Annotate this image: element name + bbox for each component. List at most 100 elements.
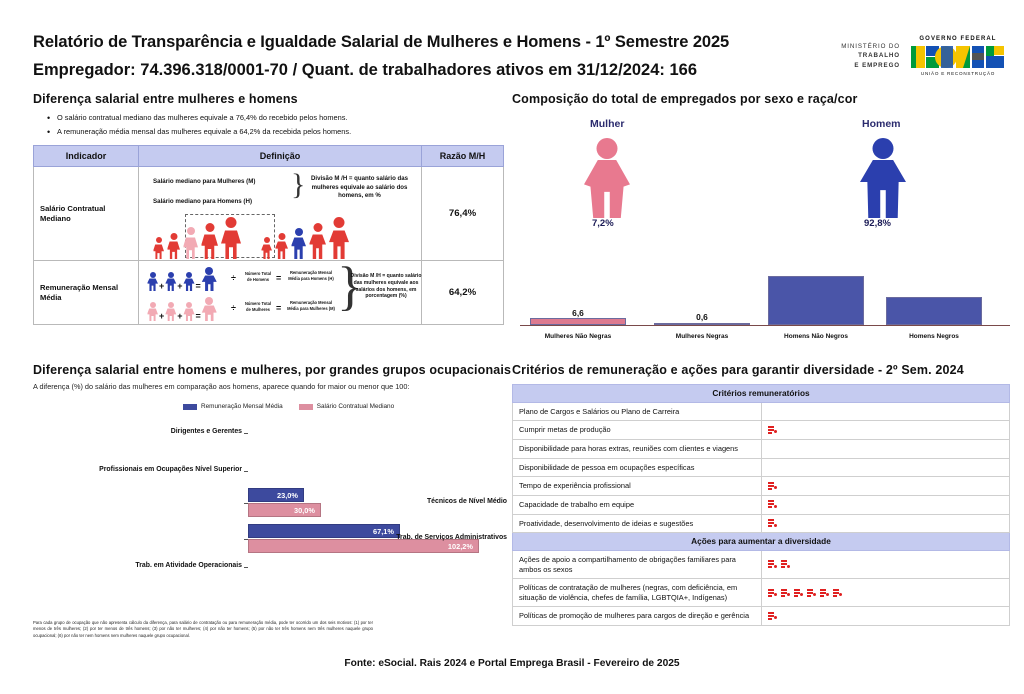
criteria-label: Proatividade, desenvolvimento de ideias … — [512, 513, 762, 534]
bar-homens-negros — [886, 297, 982, 325]
red-check-icon — [780, 588, 791, 598]
indicator-label: Remuneração Mensal Média — [40, 283, 119, 302]
composition-section: Composição do total de empregados por se… — [512, 92, 1012, 272]
ratio-value: 76,4% — [448, 208, 477, 220]
indicator-name-cell: Salário Contratual Mediano — [33, 166, 139, 262]
equals-sign: = — [195, 281, 201, 292]
table-row: Ações de apoio a compartilhamento de obr… — [512, 549, 1010, 580]
table-row: Proatividade, desenvolvimento de ideias … — [512, 513, 1010, 534]
woman-figure-highlight-icon — [183, 227, 198, 260]
axis-tick — [244, 433, 248, 434]
bar-category-label: Mulheres Não Negras — [544, 333, 612, 340]
brasil-logo-bottom: UNIÃO E RECONSTRUÇÃO — [920, 71, 996, 76]
column-header-definition: Definição — [138, 145, 422, 168]
salary-gap-bullets: O salário contratual mediano das mulhere… — [47, 112, 503, 138]
table-row: Disponibilidade para horas extras, reuni… — [512, 439, 1010, 459]
bar-category-label: Homens Não Negros — [784, 333, 848, 340]
chart-legend: Remuneração Mensal Média Salário Contrat… — [183, 403, 513, 410]
brasil-logo-wordmark — [910, 44, 1006, 70]
column-header-ratio: Razão M/H — [421, 145, 504, 168]
table-header-row: Indicador Definição Razão M/H — [33, 145, 504, 168]
ratio-cell: 76,4% — [421, 166, 504, 262]
bar-category-label: Técnicos de Nível Médio — [426, 498, 507, 505]
criteria-marks — [760, 401, 1010, 422]
man-figure-total-icon — [201, 267, 217, 292]
man-figure-icon — [329, 217, 349, 260]
ministry-line1: MINISTÉRIO DO — [841, 42, 900, 50]
bar-value-label: 0,6 — [696, 312, 708, 322]
bar-homens-nao-negros — [768, 276, 864, 325]
legend-item-salario: Salário Contratual Mediano — [298, 403, 394, 410]
woman-figure-icon — [165, 302, 177, 322]
median-highlight-box — [185, 214, 275, 259]
table-row: Capacidade de trabalho em equipe — [512, 494, 1010, 515]
equals-sign: = — [276, 303, 282, 314]
bar-mulheres-nao-negras — [530, 318, 626, 325]
composition-title: Composição do total de empregados por se… — [512, 92, 858, 106]
red-check-icon — [819, 588, 830, 598]
table-row: Remuneração Mensal Média + — [33, 256, 504, 326]
criteria-table: Critérios remuneratórios Plano de Cargos… — [512, 384, 1010, 627]
bar-value-label: 102,2% — [447, 542, 473, 551]
criteria-label: Disponibilidade de pessoa em ocupações e… — [512, 457, 762, 478]
brace-icon: } — [337, 256, 363, 317]
employer-line: Empregador: 74.396.318/0001-70 / Quant. … — [33, 61, 698, 79]
def-ratio-explanation: Divisão M /H = quanto salário das mulher… — [310, 175, 409, 199]
bar-category-label: Dirigentes e Gerentes — [170, 428, 242, 435]
bar-category-label: Trab. de Serviços Administrativos — [396, 534, 507, 541]
criteria-marks — [760, 513, 1010, 534]
bar-category-label: Trab. em Atividade Operacionais — [135, 562, 242, 569]
ministry-line2: TRABALHO — [858, 52, 900, 60]
men-result-label: Remuneração Mensal Média para Homens (H) — [288, 270, 334, 281]
occupational-bar-chart: Dirigentes e Gerentes Profissionais em O… — [33, 420, 513, 590]
brace-icon: } — [291, 168, 306, 202]
axis-tick — [244, 567, 248, 568]
ratio-value: 64,2% — [448, 287, 477, 299]
bar-category-label: Mulheres Negras — [675, 333, 729, 340]
plus-sign: + — [177, 311, 183, 322]
red-check-icon — [767, 519, 777, 528]
equals-sign: = — [276, 273, 282, 284]
bar-salario-tecnicos: 30,0% — [248, 503, 321, 517]
def-men-median-label: Salário mediano para Homens (H) — [153, 198, 253, 206]
axis-tick — [244, 503, 248, 504]
criteria-marks — [760, 457, 1010, 478]
table-row: Políticas de promoção de mulheres para c… — [512, 606, 1010, 627]
man-figure-icon — [165, 272, 177, 292]
criteria-marks — [760, 578, 1010, 608]
table-row: Disponibilidade de pessoa em ocupações e… — [512, 457, 1010, 478]
criteria-title: Critérios de remuneração e ações para ga… — [512, 363, 964, 377]
legend-item-remuneracao: Remuneração Mensal Média — [183, 403, 283, 410]
bar-value-label: 23,0% — [277, 491, 298, 500]
definition-cell: + + = — [138, 256, 422, 326]
red-check-icon — [767, 481, 777, 491]
source-footer: Fonte: eSocial. Rais 2024 e Portal Empre… — [344, 658, 680, 669]
man-figure-icon — [275, 233, 288, 260]
bar-value-label: 30,0% — [294, 506, 315, 515]
axis-tick — [244, 471, 248, 472]
table-section-header: Ações para aumentar a diversidade — [512, 532, 1010, 551]
def-ratio-explanation: Divisão M /H = quanto salário das mulher… — [350, 273, 422, 300]
criteria-label: Ações de apoio a compartilhamento de obr… — [512, 549, 762, 580]
brasil-logo-top: GOVERNO FEDERAL — [919, 36, 997, 42]
divide-sign: ÷ — [231, 273, 236, 284]
woman-figure-icon — [201, 223, 218, 260]
occupational-title: Diferença salarial entre homens e mulher… — [33, 363, 512, 377]
average-remuneration-diagram: + + = — [139, 256, 421, 324]
indicators-table: Indicador Definição Razão M/H Salário Co… — [33, 145, 504, 326]
table-row: Plano de Cargos e Salários ou Plano de C… — [512, 401, 1010, 422]
definition-cell: Salário mediano para Mulheres (M) Salári… — [138, 166, 422, 262]
indicator-label: Salário Contratual Mediano — [40, 204, 106, 223]
plus-sign: + — [159, 281, 165, 292]
ministry-logo: MINISTÉRIO DO TRABALHO E EMPREGO — [841, 42, 900, 71]
equals-sign: = — [195, 311, 201, 322]
salary-gap-section: Diferença salarial entre mulheres e home… — [33, 92, 504, 326]
table-row: Cumprir metas de produção — [512, 420, 1010, 441]
red-check-icon — [767, 611, 777, 621]
ratio-cell: 64,2% — [421, 260, 504, 326]
women-sum-group: + + = — [147, 297, 217, 322]
bar-value-label: 6,6 — [572, 308, 584, 318]
plus-sign: + — [159, 311, 165, 322]
women-total-label: Número Total de Mulheres — [244, 301, 272, 312]
red-check-icon — [793, 588, 804, 598]
